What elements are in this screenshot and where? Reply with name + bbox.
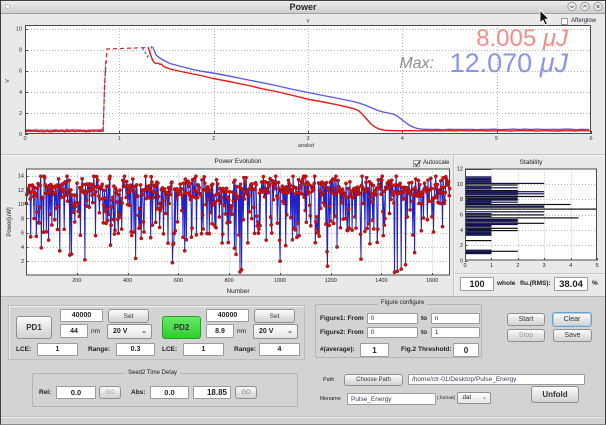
svg-text:0: 0 xyxy=(19,132,22,138)
svg-text:1000: 1000 xyxy=(274,278,286,284)
svg-text:2: 2 xyxy=(212,136,215,142)
svg-text:Max:: Max: xyxy=(399,55,434,72)
svg-text:4: 4 xyxy=(21,245,24,251)
svg-text:2: 2 xyxy=(516,263,519,269)
svg-text:4: 4 xyxy=(19,90,22,96)
svg-text:analsd: analsd xyxy=(298,143,314,149)
svg-text:10: 10 xyxy=(18,202,24,208)
svg-text:6: 6 xyxy=(19,69,22,75)
svg-text:12: 12 xyxy=(457,167,463,173)
svg-text:400: 400 xyxy=(123,278,132,284)
svg-text:5: 5 xyxy=(595,263,598,269)
svg-text:4: 4 xyxy=(460,228,463,234)
svg-text:10: 10 xyxy=(16,27,22,33)
svg-text:8.005 μJ: 8.005 μJ xyxy=(476,25,569,52)
svg-text:200: 200 xyxy=(72,278,81,284)
svg-text:Number: Number xyxy=(226,288,250,295)
svg-text:8: 8 xyxy=(19,48,22,54)
svg-text:6: 6 xyxy=(460,213,463,219)
svg-text:800: 800 xyxy=(225,278,234,284)
svg-text:1: 1 xyxy=(490,263,493,269)
svg-text:1: 1 xyxy=(118,136,121,142)
svg-text:1400: 1400 xyxy=(375,278,387,284)
svg-text:4: 4 xyxy=(569,263,572,269)
svg-text:Power[uW]: Power[uW] xyxy=(7,207,13,237)
svg-text:600: 600 xyxy=(174,278,183,284)
svg-text:6: 6 xyxy=(589,136,592,142)
svg-text:1200: 1200 xyxy=(325,278,337,284)
svg-text:8: 8 xyxy=(460,197,463,203)
svg-text:5: 5 xyxy=(495,136,498,142)
svg-text:2: 2 xyxy=(21,259,24,265)
svg-text:12: 12 xyxy=(18,188,24,194)
svg-text:0: 0 xyxy=(23,136,26,142)
svg-text:3: 3 xyxy=(306,136,309,142)
svg-text:6: 6 xyxy=(21,231,24,237)
svg-text:14: 14 xyxy=(18,174,24,180)
svg-text:8: 8 xyxy=(21,216,24,222)
svg-text:1600: 1600 xyxy=(426,278,438,284)
svg-text:4: 4 xyxy=(401,136,404,142)
svg-text:Stability: Stability xyxy=(520,159,544,166)
svg-text:V: V xyxy=(5,79,11,83)
svg-text:10: 10 xyxy=(457,182,463,188)
svg-text:Power Evolution: Power Evolution xyxy=(215,158,262,165)
svg-text:0: 0 xyxy=(460,259,463,265)
svg-text:2: 2 xyxy=(19,111,22,117)
svg-text:2: 2 xyxy=(460,243,463,249)
svg-text:0: 0 xyxy=(463,263,466,269)
svg-text:12.070 μJ: 12.070 μJ xyxy=(450,48,569,78)
svg-text:Y: Y xyxy=(306,19,310,25)
svg-text:3: 3 xyxy=(543,263,546,269)
